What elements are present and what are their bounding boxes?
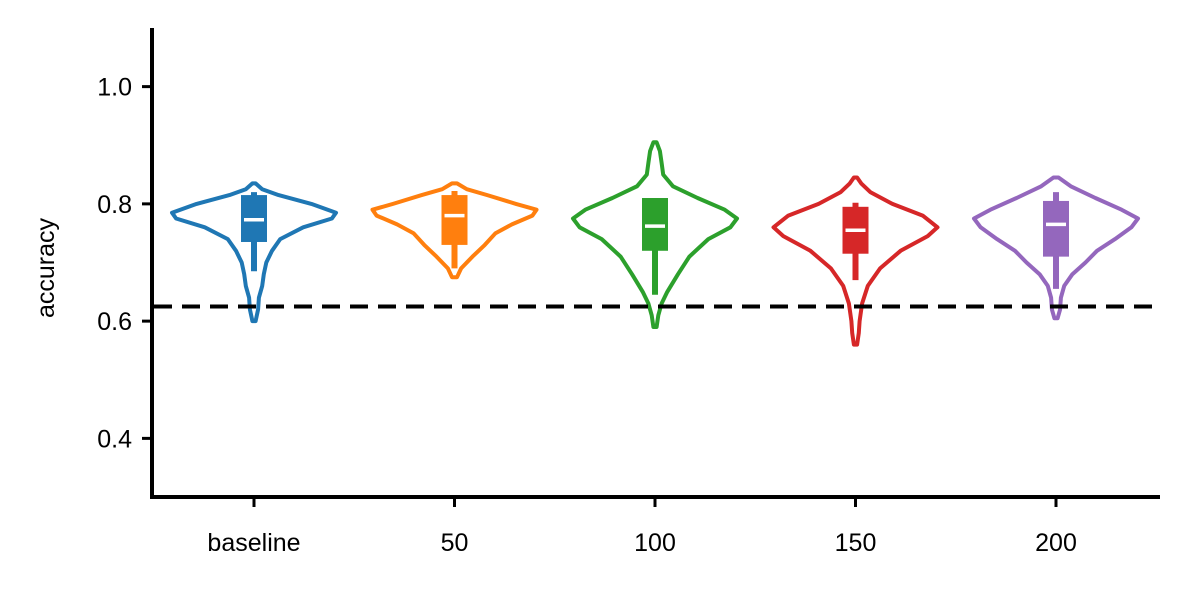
y-tick-label: 1.0 — [97, 74, 132, 102]
y-axis-title: accuracy — [32, 217, 60, 318]
violin-outline — [370, 181, 539, 280]
x-tick-label: 100 — [634, 529, 676, 557]
violin-100 — [571, 140, 739, 329]
x-tick-label: 50 — [441, 529, 469, 557]
violin-outline — [170, 181, 338, 324]
violin-iqr-box — [1043, 200, 1069, 257]
violin-outline — [771, 175, 940, 347]
y-tick-label: 0.4 — [97, 425, 132, 453]
y-tick-label: 0.8 — [97, 191, 132, 219]
violin-iqr-box — [642, 198, 668, 251]
violin-baseline — [170, 181, 338, 324]
violin-150 — [771, 175, 940, 347]
x-tick-label: baseline — [207, 529, 300, 557]
y-tick-label: 0.6 — [97, 308, 132, 336]
x-tick-label: 150 — [835, 529, 877, 557]
violin-outline — [972, 175, 1140, 321]
violin-50 — [370, 181, 539, 280]
violin-outline — [571, 140, 739, 329]
x-ticks: baseline 50 100 150 200 — [207, 497, 1077, 557]
x-tick-label: 200 — [1035, 529, 1077, 557]
violin-200 — [972, 175, 1140, 321]
y-ticks: 0.4 0.6 0.8 1.0 — [97, 74, 152, 453]
plot-area — [170, 140, 1140, 347]
violin-iqr-box — [441, 195, 468, 245]
